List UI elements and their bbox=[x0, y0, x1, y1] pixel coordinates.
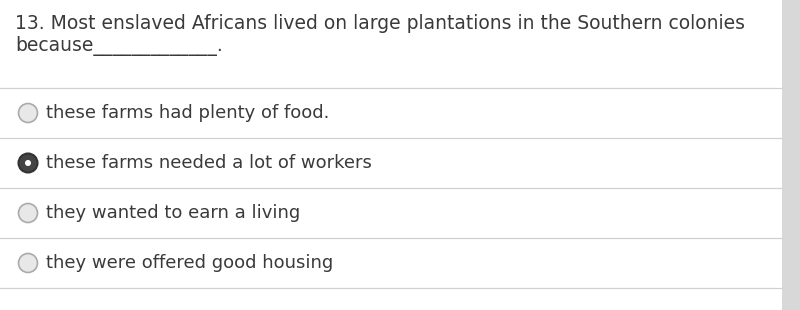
Text: these farms needed a lot of workers: these farms needed a lot of workers bbox=[46, 154, 371, 172]
Circle shape bbox=[18, 254, 38, 272]
Circle shape bbox=[25, 160, 31, 166]
Circle shape bbox=[18, 104, 38, 122]
Text: they wanted to earn a living: they wanted to earn a living bbox=[46, 204, 300, 222]
Circle shape bbox=[18, 153, 38, 172]
Text: these farms had plenty of food.: these farms had plenty of food. bbox=[46, 104, 329, 122]
Text: because_____________.: because_____________. bbox=[15, 36, 222, 56]
Text: they were offered good housing: they were offered good housing bbox=[46, 254, 333, 272]
Circle shape bbox=[18, 203, 38, 223]
Bar bbox=[782, 0, 800, 310]
Text: 13. Most enslaved Africans lived on large plantations in the Southern colonies: 13. Most enslaved Africans lived on larg… bbox=[15, 14, 745, 33]
